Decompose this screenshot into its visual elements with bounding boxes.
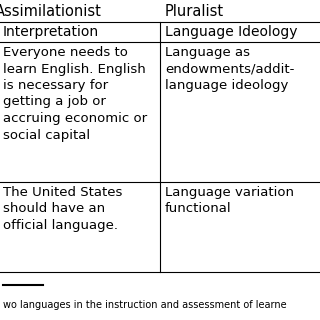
- Text: Language Ideology: Language Ideology: [165, 25, 298, 39]
- Text: Language variation
functional: Language variation functional: [165, 186, 294, 215]
- Text: Assimilationist: Assimilationist: [0, 4, 102, 19]
- Text: Language as
endowments/addit-
language ideology: Language as endowments/addit- language i…: [165, 46, 294, 92]
- Text: The United States
should have an
official language.: The United States should have an officia…: [3, 186, 122, 232]
- Text: Interpretation: Interpretation: [3, 25, 99, 39]
- Text: Pluralist: Pluralist: [165, 4, 224, 19]
- Text: wo languages in the instruction and assessment of learne: wo languages in the instruction and asse…: [3, 300, 287, 310]
- Text: Everyone needs to
learn English. English
is necessary for
getting a job or
accru: Everyone needs to learn English. English…: [3, 46, 147, 141]
